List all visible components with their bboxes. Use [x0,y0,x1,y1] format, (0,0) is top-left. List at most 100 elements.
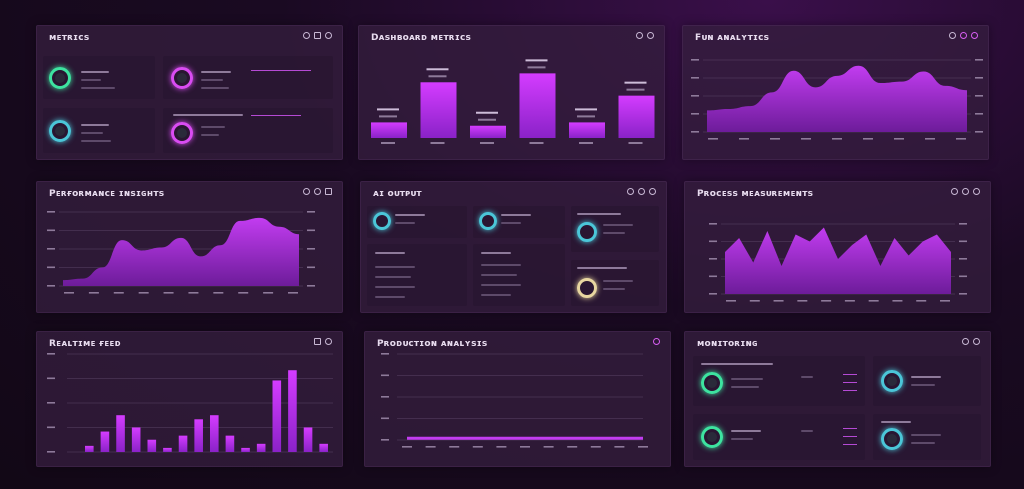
settings-icon[interactable] [949,32,956,39]
close-icon[interactable] [649,188,656,195]
data-label [478,118,496,121]
bar [241,447,250,452]
panel-controls [949,32,978,39]
output-card[interactable] [571,260,659,306]
settings-icon[interactable] [314,338,321,345]
tick-label [628,142,643,144]
log-card[interactable] [367,244,467,306]
panel-title: Dᴀsʜʙᴏᴀʀᴅ ᴍᴇᴛʀɪᴄs [371,33,472,43]
monitor-card[interactable] [873,414,981,460]
panel-controls [303,32,332,39]
refresh-icon[interactable] [653,338,660,345]
bar [256,443,266,452]
y-tick-label [691,113,699,115]
y-tick-label [959,223,967,225]
gauge-green-icon [49,67,71,89]
log-card[interactable] [473,244,565,306]
monitor-card[interactable] [873,356,981,406]
refresh-icon[interactable] [638,188,645,195]
realtime-bar-panel: Rᴇᴀʟᴛɪᴍᴇ ғᴇᴇᴅ [36,331,343,467]
settings-icon[interactable] [951,188,958,195]
y-tick-label [975,59,983,61]
x-tick-label [726,300,736,302]
bar [100,431,110,452]
x-tick-label [543,446,554,448]
panel-title: Fᴜɴ ᴀɴᴀʟʏᴛɪᴄs [695,33,770,43]
gauge-gold-icon [577,278,597,298]
output-card[interactable] [473,206,565,238]
close-icon[interactable] [325,188,332,195]
monitoring-panel: ᴍᴏɴɪᴛᴏʀɪɴɢ [684,331,991,467]
line-chart [381,353,648,448]
settings-icon[interactable] [303,188,310,195]
panel-title: ᴍᴇᴛʀɪᴄs [49,33,90,43]
y-tick-label [47,229,55,232]
monitor-card[interactable] [693,414,865,460]
metric-card[interactable] [43,56,155,99]
y-tick-label [47,402,55,404]
y-tick-label [381,396,389,398]
y-tick-label [691,77,699,79]
gauge-cyan-icon [881,370,903,392]
x-tick-label [821,300,832,302]
refresh-icon[interactable] [960,32,967,39]
x-tick-label [188,292,199,294]
area-chart [691,59,983,140]
ai-output-panel: ᴀɪ ᴏᴜᴛᴘᴜᴛ [360,181,667,313]
bar [147,439,157,452]
tick-label [529,142,544,144]
x-tick-label [614,446,625,448]
settings-icon[interactable] [962,338,969,345]
metric-card[interactable] [43,108,155,153]
refresh-icon[interactable] [314,188,321,195]
panel-controls [951,188,980,195]
settings-icon[interactable] [303,32,310,39]
y-tick-label [959,240,967,243]
refresh-icon[interactable] [314,32,321,39]
refresh-icon[interactable] [973,338,980,345]
y-tick-label [307,285,315,287]
gauge-green-icon [701,426,723,448]
metric-card[interactable] [163,108,333,153]
y-tick-label [307,266,315,269]
y-tick-label [47,451,55,453]
gauge-cyan-icon [479,212,497,230]
close-icon[interactable] [973,188,980,195]
x-tick-label [520,446,530,448]
y-tick-label [307,211,315,213]
x-tick-label [894,138,904,140]
y-tick-label [959,293,967,295]
x-tick-label [773,300,784,302]
bar [303,427,313,452]
bar [116,415,125,452]
close-icon[interactable] [971,32,978,39]
refresh-icon[interactable] [325,338,332,345]
monitor-card[interactable] [693,356,865,406]
y-tick-label [307,229,315,232]
x-tick-label [238,292,249,294]
settings-icon[interactable] [647,32,654,39]
bar [194,419,203,452]
x-tick-label [163,292,174,294]
bar [178,435,188,452]
settings-icon[interactable] [627,188,634,195]
refresh-icon[interactable] [636,32,643,39]
gauge-cyan-icon [49,120,71,142]
y-tick-label [47,266,55,269]
x-tick-label [708,138,718,140]
y-tick-label [959,258,967,260]
panel-title: Pᴇʀғᴏʀᴍᴀɴᴄᴇ ɪɴsɪɢʜᴛs [49,189,165,199]
output-card[interactable] [367,206,467,238]
panel-controls [303,188,332,195]
output-card[interactable] [571,206,659,252]
refresh-icon[interactable] [962,188,969,195]
bar [131,427,141,452]
y-tick-label [975,113,983,115]
x-tick-label [590,446,601,448]
y-tick-label [381,417,389,420]
metric-card[interactable] [163,56,333,99]
close-icon[interactable] [325,32,332,39]
y-tick-label [691,95,699,97]
bar [519,73,556,138]
y-tick-label [381,374,389,377]
